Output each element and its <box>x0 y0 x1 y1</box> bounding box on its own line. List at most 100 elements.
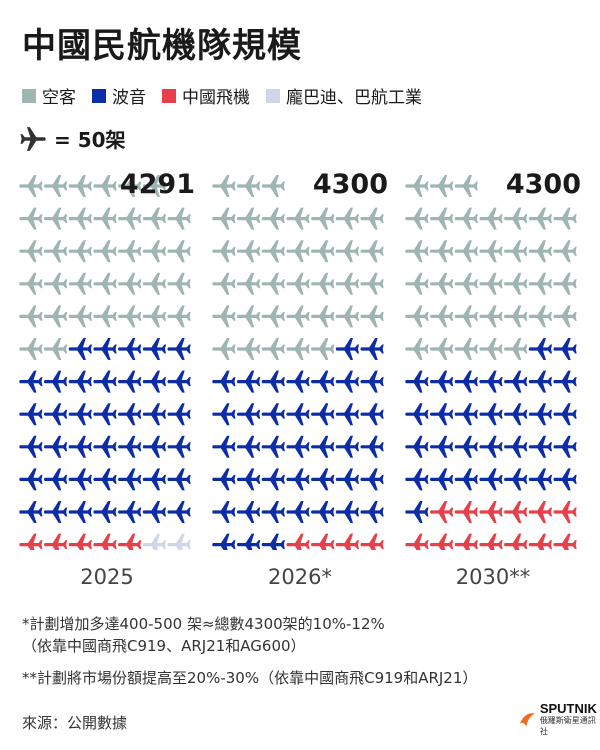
plane-icon-boeing <box>212 533 236 550</box>
plane-icon-boeing <box>43 435 68 458</box>
plane-icon-airbus <box>68 240 92 263</box>
plane-icon-airbus <box>212 240 236 263</box>
plane-icon-airbus <box>167 272 191 295</box>
plane-icon-chinese <box>479 501 503 523</box>
legend-swatch-chinese <box>162 88 176 103</box>
plane-icon-airbus <box>261 240 285 263</box>
plane-icon-airbus <box>429 305 454 328</box>
plane-icon-boeing <box>68 435 92 458</box>
plane-icon-boeing <box>405 435 429 458</box>
plane-icon-boeing <box>142 338 166 360</box>
plane-icon-boeing <box>142 468 166 491</box>
plane-icon-airbus <box>93 272 117 295</box>
plane-icon-airbus <box>142 272 166 295</box>
plane-icon-boeing <box>528 370 552 393</box>
plane-icon-boeing <box>311 468 335 491</box>
plane-icon-boeing <box>167 338 191 360</box>
plane-icon-airbus <box>286 338 310 360</box>
plane-icon-chinese <box>118 533 142 550</box>
plane-icon-boeing <box>212 468 236 491</box>
plane-icon-airbus <box>212 175 236 197</box>
logo-wordmark: SPUTNIK <box>539 701 597 716</box>
legend-label-chinese: 中國飛機 <box>182 88 250 108</box>
plane-icon-boeing <box>118 501 142 523</box>
plane-icon-airbus <box>167 305 191 328</box>
plane-icon-airbus <box>68 175 92 197</box>
plane-icon-airbus <box>454 240 478 263</box>
plane-icon-airbus <box>429 207 454 230</box>
plane-icon-airbus <box>212 207 236 230</box>
plane-icon-airbus <box>93 175 117 197</box>
plane-icon-boeing <box>19 501 43 523</box>
plane-icon-boeing <box>93 338 117 360</box>
plane-icon-other <box>142 533 166 550</box>
plane-icon-boeing <box>167 435 191 458</box>
plane-icon-chinese <box>68 533 92 550</box>
plane-icon-boeing <box>454 468 478 491</box>
plane-icon-boeing <box>236 435 261 458</box>
plane-icon-airbus <box>142 305 166 328</box>
year-label-2025: 2025 <box>80 565 134 589</box>
plane-icon-boeing <box>553 435 577 458</box>
plane-icon-boeing <box>429 403 454 426</box>
plane-icon-chinese <box>311 533 335 550</box>
plane-icon-boeing <box>429 468 454 491</box>
plane-icon-boeing <box>479 435 503 458</box>
plane-icon-boeing <box>68 501 92 523</box>
plane-icon-boeing <box>212 403 236 426</box>
plane-icon-airbus <box>405 175 429 197</box>
plane-icon-airbus <box>528 272 552 295</box>
legend-label-airbus: 空客 <box>42 88 76 108</box>
plane-icon-airbus <box>454 338 478 360</box>
plane-icon-boeing <box>286 403 310 426</box>
legend-swatch-other <box>266 88 280 103</box>
plane-icon-airbus <box>43 240 68 263</box>
plane-icon-boeing <box>19 435 43 458</box>
plane-icon-boeing <box>504 468 528 491</box>
plane-icon <box>20 126 46 151</box>
scale-label: = 50架 <box>54 128 126 152</box>
plane-icon-airbus <box>93 207 117 230</box>
year-label-2030: 2030** <box>455 565 531 589</box>
plane-icon-boeing <box>360 403 384 426</box>
plane-icon-boeing <box>236 403 261 426</box>
plane-icon-airbus <box>335 207 359 230</box>
plane-icon-airbus <box>335 272 359 295</box>
plane-icon-boeing <box>236 501 261 523</box>
plane-icon-boeing <box>553 338 577 360</box>
plane-icon-boeing <box>43 468 68 491</box>
plane-icon-boeing <box>93 370 117 393</box>
footnote-1-line-1: *計劃增加多達400-500 架≈總數4300架的10%-12% <box>22 615 385 633</box>
plane-icon-other <box>167 533 191 550</box>
plane-icon-airbus <box>311 207 335 230</box>
plane-icon-airbus <box>360 305 384 328</box>
plane-icon-airbus <box>405 240 429 263</box>
plane-icon-chinese <box>504 501 528 523</box>
plane-icon-boeing <box>335 501 359 523</box>
plane-icon-boeing <box>286 468 310 491</box>
plane-icon-boeing <box>93 468 117 491</box>
plane-icon-airbus <box>360 240 384 263</box>
plane-icon-boeing <box>528 435 552 458</box>
plane-icon-airbus <box>553 240 577 263</box>
plane-icon-chinese <box>528 533 552 550</box>
chart-title: 中國民航機隊規模 <box>22 26 302 66</box>
plane-icon-boeing <box>167 403 191 426</box>
plane-icon-boeing <box>212 435 236 458</box>
plane-icon-boeing <box>311 501 335 523</box>
plane-icon-airbus <box>479 305 503 328</box>
plane-icon-boeing <box>167 468 191 491</box>
plane-icon-airbus <box>261 338 285 360</box>
year-label-2026: 2026* <box>268 565 332 589</box>
plane-icon-chinese <box>454 533 478 550</box>
icon-grid-2026 <box>212 175 384 550</box>
plane-icon-chinese <box>553 501 577 523</box>
plane-icon-boeing <box>93 435 117 458</box>
plane-icon-airbus <box>553 207 577 230</box>
plane-icon-boeing <box>68 370 92 393</box>
plane-icon-boeing <box>43 501 68 523</box>
plane-icon-airbus <box>43 207 68 230</box>
plane-icon-airbus <box>212 272 236 295</box>
plane-icon-airbus <box>286 207 310 230</box>
plane-icon-chinese <box>429 501 454 523</box>
